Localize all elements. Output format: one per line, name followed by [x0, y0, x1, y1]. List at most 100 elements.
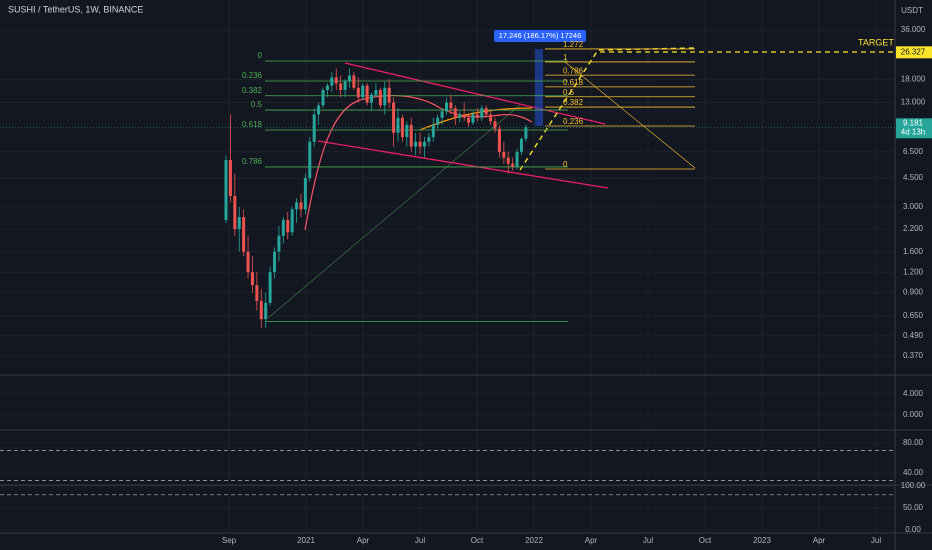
measure-range [535, 49, 543, 126]
candle-body [519, 138, 523, 152]
grid [0, 0, 895, 533]
candle-body [440, 111, 444, 118]
target-box [896, 46, 932, 59]
x-tick-label: 2022 [525, 536, 543, 545]
candle-body [264, 302, 268, 320]
fib-label: 0.5 [563, 88, 575, 97]
fib-label: 0 [258, 51, 263, 60]
candle-body [489, 114, 493, 122]
candle-body [259, 301, 263, 320]
candle-body [233, 195, 237, 230]
candle-body [506, 157, 510, 164]
candle-body [317, 105, 321, 115]
candle-body [299, 202, 303, 210]
measure-label: 17.246 (186.17%) 17246 [499, 31, 582, 40]
fib-label: 0.382 [563, 98, 584, 107]
candle-body [414, 141, 418, 147]
y-tick-label: 57.000 [901, 0, 926, 1]
candle-body [312, 114, 316, 142]
candle-body [246, 251, 250, 273]
x-tick-label: Apr [813, 536, 826, 545]
y-tick-label: 0.650 [903, 311, 924, 320]
candle-body [330, 77, 334, 86]
y-unit: USDT [901, 6, 923, 15]
candle-body [427, 137, 431, 142]
candle-body [515, 151, 519, 167]
target-label: 26.327 [901, 47, 926, 56]
candle-body [303, 178, 307, 210]
candle-body [347, 75, 351, 82]
candle-body [458, 114, 462, 118]
candle-body [277, 235, 281, 252]
y-tick-label: 2.200 [903, 224, 924, 233]
y-tick-label: 4.500 [903, 173, 924, 182]
y-tick-label: 18.000 [901, 74, 926, 83]
candle-body [453, 108, 457, 118]
candle-body [502, 151, 506, 158]
fib-label: 0 [563, 160, 568, 169]
fib-label: 1.272 [563, 40, 584, 49]
candle-body [405, 124, 409, 138]
x-tick-label: Apr [357, 536, 370, 545]
candle-body [325, 85, 329, 91]
fib-label: 0.618 [242, 120, 263, 129]
y-tick-label: 0.900 [903, 288, 924, 297]
last-price-box [896, 118, 932, 139]
candle-body [431, 124, 435, 138]
y-tick-label: 1.200 [903, 267, 924, 276]
pane-tick-label: 80.00 [903, 438, 924, 447]
pane-tick-label: 100.00 [901, 481, 926, 490]
candle-body [497, 128, 501, 152]
candle-body [237, 217, 241, 230]
candle-body [286, 219, 290, 233]
candle-body [467, 117, 471, 123]
target-text: TARGET [858, 37, 894, 47]
candle-body [370, 94, 374, 103]
candle-body [445, 102, 448, 112]
pane-tick-label: 40.00 [903, 468, 924, 477]
last-price-label: 9.181 [903, 118, 924, 127]
x-tick-label: 2021 [297, 536, 315, 545]
candle-body [339, 83, 343, 91]
fib-label: 0.382 [242, 86, 263, 95]
candle-body [356, 87, 360, 98]
candle-body [392, 102, 396, 133]
x-tick-label: Oct [471, 536, 484, 545]
candle-body [273, 251, 277, 273]
measure-box [494, 30, 586, 42]
y-tick-label: 36.000 [901, 25, 926, 34]
candle-body [449, 102, 453, 109]
candle-body [374, 90, 378, 95]
y-tick-label: 0.370 [903, 351, 924, 360]
x-tick-label: Jul [643, 536, 653, 545]
fib-label: 0.5 [251, 100, 263, 109]
candle-body [493, 121, 497, 129]
candle-body [436, 117, 440, 125]
plot: 00.2360.3820.50.6180.7861.27210.7860.618… [0, 40, 895, 328]
candle-body [475, 114, 479, 118]
fib-label: 0.786 [563, 66, 584, 75]
candle-body [334, 77, 338, 84]
candle-body [295, 202, 299, 210]
candle-body [422, 141, 426, 147]
fib-label: 1 [563, 53, 568, 62]
moving-average [304, 95, 533, 231]
x-tick-label: Sep [222, 536, 237, 545]
candle-body [321, 90, 325, 106]
candle-body [383, 87, 387, 106]
candle-body [290, 209, 294, 233]
trend-line [564, 61, 696, 169]
candle-body [511, 163, 515, 167]
fib-label: 0.236 [242, 71, 263, 80]
pane-tick-label: 0.00 [905, 525, 921, 534]
x-tick-label: Jul [415, 536, 425, 545]
x-tick-label: Jul [871, 536, 881, 545]
moving-average [419, 107, 533, 131]
x-tick-label: Apr [585, 536, 598, 545]
candle-body [484, 108, 488, 115]
candle-body [250, 272, 254, 286]
candle-body [281, 219, 285, 236]
y-tick-label: 13.000 [901, 98, 926, 107]
